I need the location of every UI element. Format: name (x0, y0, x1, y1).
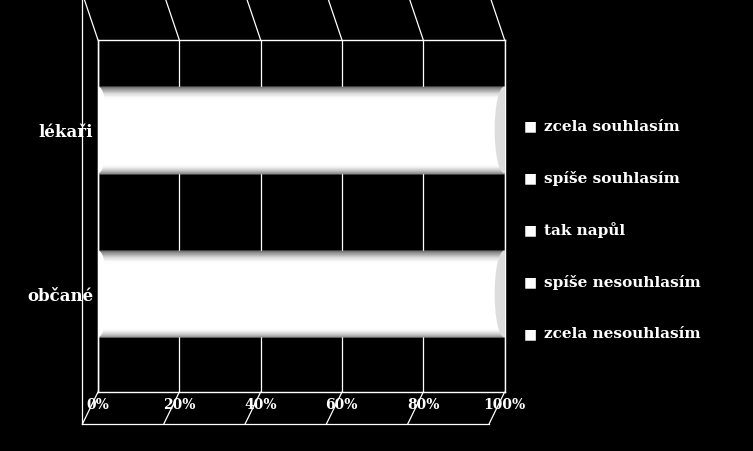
Bar (98, 252, 505, 253)
Text: spíše nesouhlasím: spíše nesouhlasím (544, 274, 701, 290)
Bar (98, 257, 505, 258)
Bar (98, 88, 505, 173)
Ellipse shape (89, 88, 107, 173)
Bar (98, 252, 505, 337)
Bar (98, 259, 505, 260)
Ellipse shape (495, 88, 514, 173)
Bar (98, 88, 505, 89)
Text: tak napůl: tak napůl (544, 222, 626, 238)
Bar (98, 261, 505, 262)
Text: ■: ■ (523, 120, 536, 133)
Bar (98, 254, 505, 255)
Bar (98, 93, 505, 94)
Bar (98, 262, 505, 263)
Bar (98, 258, 505, 259)
Bar (98, 89, 505, 90)
Text: spíše souhlasím: spíše souhlasím (544, 170, 680, 186)
Bar (98, 92, 505, 93)
Bar (98, 94, 505, 95)
Text: ■: ■ (523, 275, 536, 289)
Bar (98, 260, 505, 261)
Text: ■: ■ (523, 223, 536, 237)
Ellipse shape (89, 252, 107, 337)
Ellipse shape (495, 252, 514, 337)
Bar (98, 98, 505, 99)
Bar (98, 253, 505, 254)
Text: ■: ■ (523, 171, 536, 185)
Bar (98, 96, 505, 97)
Bar (98, 255, 505, 256)
Text: zcela souhlasím: zcela souhlasím (544, 120, 680, 133)
Bar (98, 95, 505, 96)
Text: ■: ■ (523, 327, 536, 341)
Bar (98, 91, 505, 92)
Text: zcela nesouhlasím: zcela nesouhlasím (544, 327, 701, 341)
Bar (98, 256, 505, 257)
Bar (98, 97, 505, 98)
Bar (98, 90, 505, 91)
